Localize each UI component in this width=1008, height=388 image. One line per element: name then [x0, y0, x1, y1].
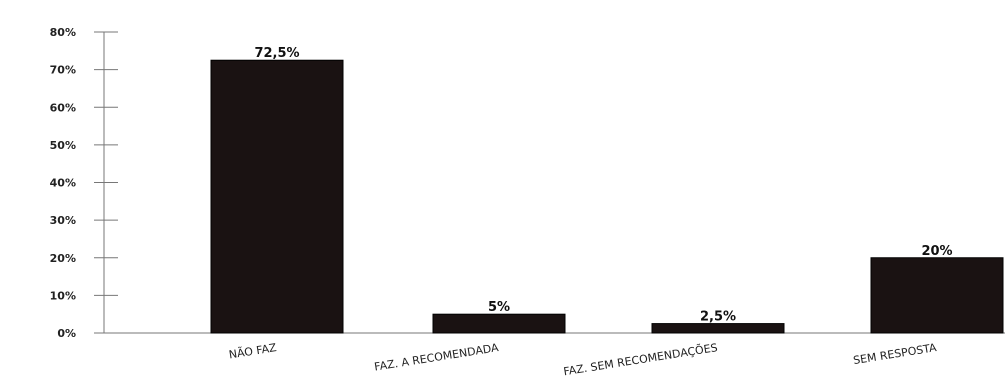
y-tick-label: 80% [50, 26, 76, 39]
bar [870, 257, 1004, 334]
y-tick-label: 40% [50, 177, 76, 190]
data-label: 2,5% [700, 310, 736, 325]
y-tick-label: 30% [50, 214, 76, 227]
category-label: FAZ. A RECOMENDADA [373, 341, 500, 374]
bars [210, 59, 1004, 334]
bar [210, 59, 344, 334]
category-label: FAZ. SEM RECOMENDAÇÕES [563, 341, 719, 378]
data-label: 20% [921, 244, 952, 259]
category-label: NÃO FAZ [228, 341, 278, 361]
data-label: 5% [488, 300, 510, 315]
y-axis-ticks: 0% 10% 20% 30% 40% 50% 60% 70% 80% [50, 26, 118, 340]
y-tick-label: 60% [50, 101, 76, 114]
category-labels: NÃO FAZ FAZ. A RECOMENDADA FAZ. SEM RECOME… [228, 341, 938, 378]
data-label: 72,5% [254, 46, 299, 61]
data-labels: 72,5% 5% 2,5% 20% [254, 46, 952, 324]
category-label: SEM RESPOSTA [852, 341, 938, 367]
bar [651, 323, 785, 334]
y-tick-label: 20% [50, 252, 76, 265]
bar [432, 313, 566, 334]
y-tick-label: 70% [50, 64, 76, 77]
y-tick-label: 0% [57, 327, 76, 340]
y-tick-label: 10% [50, 289, 76, 302]
y-tick-label: 50% [50, 139, 76, 152]
